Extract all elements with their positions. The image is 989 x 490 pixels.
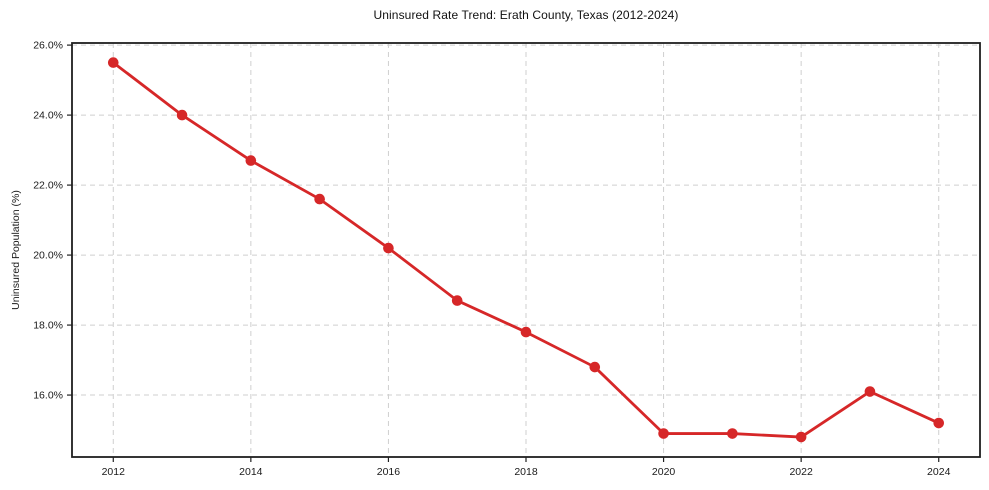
x-tick-label: 2012 — [102, 466, 126, 478]
data-point — [107, 57, 119, 68]
x-tick-label: 2014 — [239, 466, 263, 478]
data-point — [864, 386, 876, 397]
data-point — [658, 428, 669, 439]
y-tick-label: 22.0% — [33, 180, 63, 192]
y-tick-label: 16.0% — [33, 390, 63, 402]
x-tick-label: 2022 — [789, 466, 813, 478]
data-point — [451, 295, 463, 306]
data-point — [727, 428, 738, 439]
x-tick-label: 2018 — [514, 466, 538, 478]
data-point — [314, 193, 325, 205]
y-tick-label: 20.0% — [33, 250, 63, 262]
data-point — [520, 326, 532, 338]
x-tick-label: 2024 — [927, 466, 951, 478]
y-tick-label: 18.0% — [33, 320, 63, 332]
x-tick-label: 2016 — [377, 466, 401, 478]
data-point — [383, 242, 394, 254]
data-point — [795, 431, 807, 443]
chart-title: Uninsured Rate Trend: Erath County, Texa… — [373, 8, 679, 22]
y-tick-label: 26.0% — [33, 40, 63, 52]
data-point — [176, 109, 188, 121]
data-point — [933, 417, 945, 429]
data-point — [589, 361, 601, 373]
y-tick-label: 24.0% — [33, 110, 63, 122]
x-tick-label: 2020 — [652, 466, 676, 478]
data-point — [245, 155, 257, 166]
